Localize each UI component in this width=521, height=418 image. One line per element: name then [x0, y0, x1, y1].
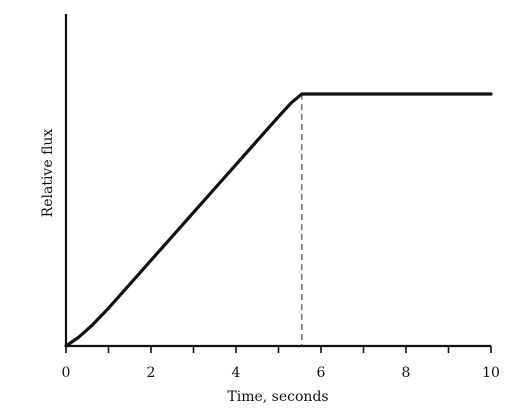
- x-axis-tick-label: 4: [232, 365, 241, 381]
- y-axis-label: Relative flux: [40, 129, 56, 218]
- relative-flux-series-line: [64, 92, 493, 348]
- x-axis-tick-label: 8: [402, 365, 411, 381]
- x-axis-label: Time, seconds: [227, 389, 328, 405]
- x-axis-tick-labels: 0 2 4 6 8 10: [62, 365, 500, 381]
- x-axis-tick-label: 10: [482, 365, 500, 381]
- x-axis-tick-label: 0: [62, 365, 71, 381]
- x-axis-tick-label: 6: [317, 365, 326, 381]
- x-axis-tick-label: 2: [147, 365, 156, 381]
